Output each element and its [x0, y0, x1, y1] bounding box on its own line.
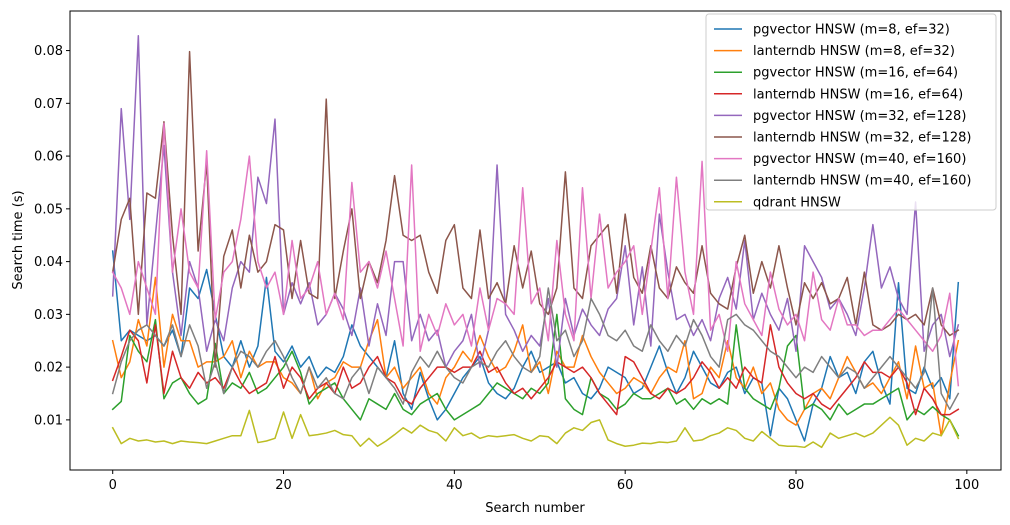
y-tick-label: 0.07 — [34, 97, 63, 112]
series-line-7 — [111, 122, 960, 387]
series-line-8 — [111, 287, 960, 411]
legend-box — [705, 13, 997, 211]
legend-label: lanterndb HNSW (m=8, ef=32) — [753, 44, 955, 59]
x-axis: 0 20 40 60 80 100 — [109, 470, 979, 493]
legend-label: pgvector HNSW (m=8, ef=32) — [753, 23, 950, 38]
legend-label: qdrant HNSW — [753, 195, 841, 210]
x-tick-label: 20 — [275, 478, 292, 493]
series-line-3 — [111, 313, 960, 437]
x-axis-label: Search number — [485, 501, 585, 516]
y-tick-label: 0.08 — [34, 44, 63, 59]
y-axis: 0.01 0.02 0.03 0.04 0.05 0.06 0.07 0.08 — [34, 44, 70, 428]
x-tick-label: 100 — [954, 478, 979, 493]
legend-label: lanterndb HNSW (m=32, ef=128) — [753, 131, 971, 146]
plot-lines — [111, 35, 960, 449]
legend-label: lanterndb HNSW (m=16, ef=64) — [753, 87, 963, 102]
series-line-4 — [111, 324, 960, 416]
series-line-6 — [111, 50, 960, 368]
x-tick-label: 80 — [788, 478, 805, 493]
y-tick-label: 0.05 — [34, 202, 63, 217]
legend-label: pgvector HNSW (m=32, ef=128) — [753, 109, 966, 124]
y-tick-label: 0.04 — [34, 255, 63, 270]
y-tick-label: 0.01 — [34, 413, 63, 428]
x-tick-label: 40 — [446, 478, 463, 493]
y-axis-label: Search time (s) — [11, 190, 26, 289]
legend-label: lanterndb HNSW (m=40, ef=160) — [753, 174, 971, 189]
legend-label: pgvector HNSW (m=40, ef=160) — [753, 152, 966, 167]
series-line-2 — [111, 276, 960, 437]
x-tick-label: 0 — [109, 478, 117, 493]
legend-label: pgvector HNSW (m=16, ef=64) — [753, 66, 958, 81]
x-tick-label: 60 — [617, 478, 634, 493]
legend: pgvector HNSW (m=8, ef=32) lanterndb HNSW… — [705, 13, 997, 211]
plot-frame — [69, 10, 1002, 471]
y-tick-label: 0.03 — [34, 308, 63, 323]
y-tick-label: 0.06 — [34, 150, 63, 165]
series-line-1 — [111, 250, 960, 442]
y-tick-label: 0.02 — [34, 361, 63, 376]
series-line-5 — [111, 35, 960, 368]
series-line-9 — [111, 409, 960, 449]
